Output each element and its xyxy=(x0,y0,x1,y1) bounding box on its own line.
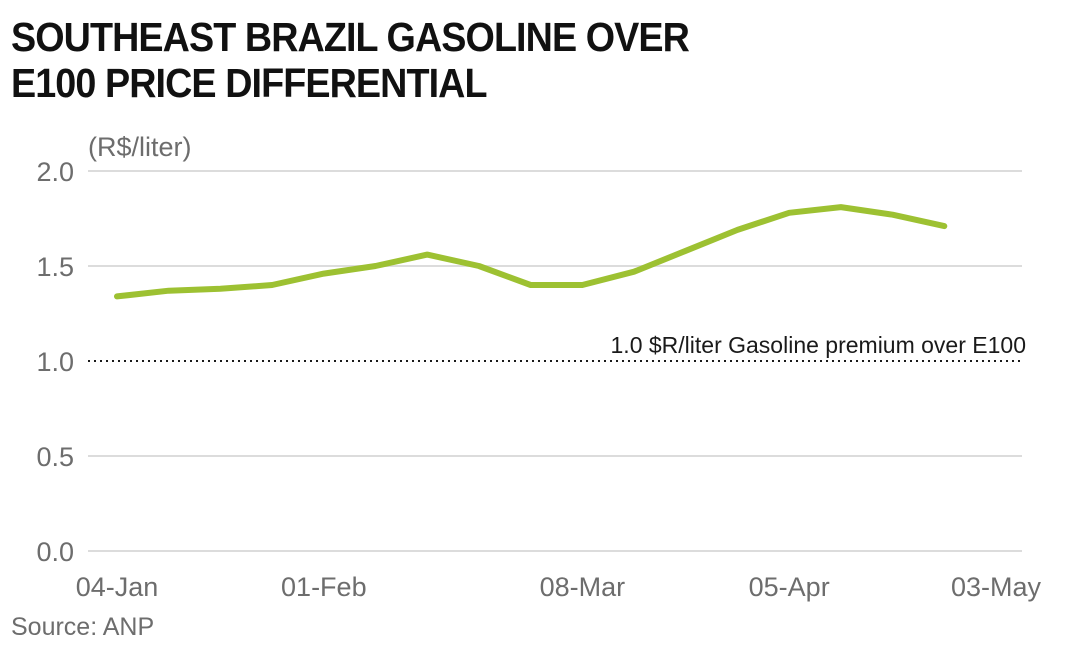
data-point xyxy=(840,206,842,208)
y-tick-label: 1.0 xyxy=(36,347,74,377)
series-group xyxy=(114,204,948,300)
data-point xyxy=(685,250,687,252)
y-tick-label: 2.0 xyxy=(36,157,74,187)
data-point xyxy=(168,290,170,292)
y-tick-label: 0.5 xyxy=(36,442,74,472)
reference-line-group: 1.0 $R/liter Gasoline premium over E100 xyxy=(88,332,1026,362)
x-axis-ticks: 04-Jan 01-Feb 08-Mar 05-Apr 03-May xyxy=(76,572,1042,602)
grid-lines xyxy=(88,170,1022,552)
title-line-2: E100 PRICE DIFFERENTIAL xyxy=(11,60,488,106)
data-point xyxy=(219,288,221,290)
data-point xyxy=(633,271,635,273)
data-point xyxy=(943,225,945,227)
source-note: Source: ANP xyxy=(11,613,155,641)
y-axis-ticks: 0.0 0.5 1.0 1.5 2.0 xyxy=(36,157,74,567)
x-tick-label: 01-Feb xyxy=(281,572,367,602)
y-tick-label: 0.0 xyxy=(36,537,74,567)
y-tick-label: 1.5 xyxy=(36,252,74,282)
chart-title: SOUTHEAST BRAZIL GASOLINE OVER E100 PRIC… xyxy=(11,14,839,106)
x-tick-label: 04-Jan xyxy=(76,572,159,602)
x-tick-label: 08-Mar xyxy=(540,572,626,602)
data-point xyxy=(375,265,377,267)
data-point xyxy=(426,254,428,256)
data-point xyxy=(323,273,325,275)
title-line-1: SOUTHEAST BRAZIL GASOLINE OVER xyxy=(11,14,690,60)
data-point xyxy=(271,284,273,286)
data-point xyxy=(581,284,583,286)
data-point xyxy=(478,265,480,267)
data-point xyxy=(736,229,738,231)
reference-line-label: 1.0 $R/liter Gasoline premium over E100 xyxy=(611,332,1026,358)
data-point xyxy=(892,214,894,216)
data-point xyxy=(116,295,118,297)
data-point xyxy=(788,212,790,214)
series-line xyxy=(114,204,948,300)
y-axis-unit-label: (R$/liter) xyxy=(88,132,192,162)
x-tick-label: 03-May xyxy=(951,572,1042,602)
data-point xyxy=(530,284,532,286)
x-tick-label: 05-Apr xyxy=(749,572,830,602)
